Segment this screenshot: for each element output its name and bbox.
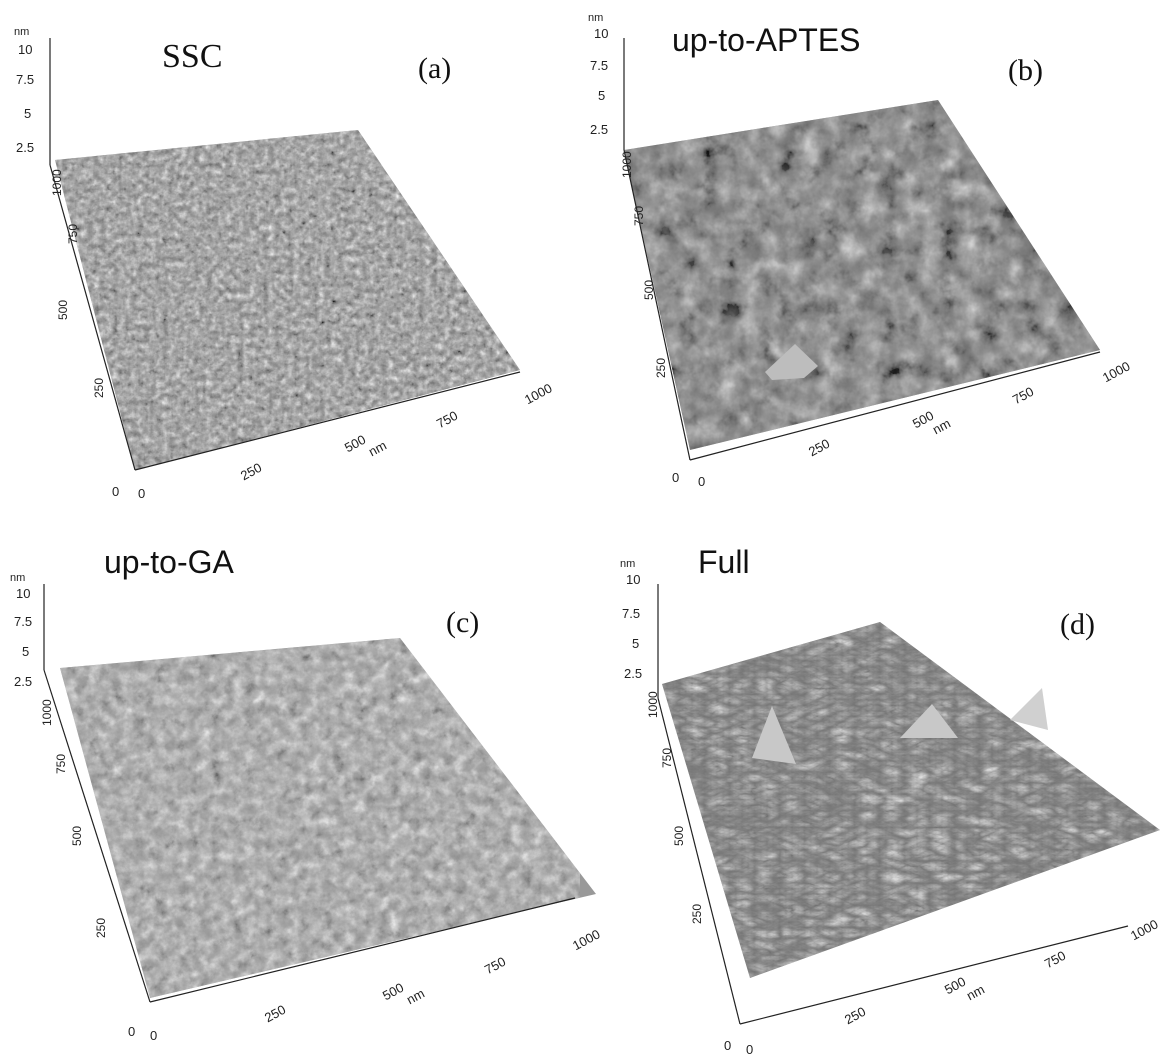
y-tick: 0: [128, 1024, 136, 1039]
panel-letter: (d): [1060, 608, 1095, 641]
y-tick: 0: [112, 484, 120, 499]
z-unit: nm: [10, 572, 26, 584]
afm-panel-a: nm 10 7.5 5 2.5 1000 750 500 250 0 0 250…: [0, 0, 580, 528]
z-tick: 7.5: [16, 72, 35, 87]
z-tick: 7.5: [590, 58, 609, 73]
z-tick: 10: [594, 26, 609, 41]
y-tick: 750: [632, 205, 646, 226]
y-tick: 250: [690, 903, 704, 924]
z-tick: 5: [632, 636, 640, 651]
z-tick: 10: [16, 586, 31, 601]
z-tick: 2.5: [590, 122, 609, 137]
y-tick: 1000: [40, 699, 54, 726]
x-tick: 0: [698, 474, 706, 489]
afm-surface-d: [657, 584, 1160, 1025]
panel-letter: (a): [418, 52, 452, 85]
z-unit: nm: [14, 26, 30, 38]
afm-panel-b: nm 10 7.5 5 2.5 1000 750 500 250 0 0 250…: [580, 0, 1160, 528]
y-tick: 500: [672, 825, 686, 846]
y-tick: 1000: [646, 691, 660, 718]
z-tick: 10: [626, 572, 641, 587]
y-tick: 250: [654, 357, 668, 378]
z-tick: 2.5: [624, 666, 643, 681]
y-tick: 500: [70, 825, 84, 846]
y-tick: 0: [672, 470, 680, 485]
x-tick: 0: [138, 486, 146, 501]
afm-panel-c: nm 10 7.5 5 2.5 1000 750 500 250 0 0 250…: [0, 528, 603, 1056]
panel-letter: (b): [1008, 54, 1043, 87]
z-tick: 5: [22, 644, 30, 659]
panel-title: SSC: [162, 38, 223, 75]
x-tick: 0: [746, 1042, 754, 1057]
y-tick: 750: [54, 753, 68, 774]
z-tick: 10: [18, 42, 33, 57]
y-tick: 500: [56, 299, 70, 320]
z-tick: 7.5: [622, 606, 641, 621]
y-tick: 0: [724, 1038, 732, 1053]
panel-title: up-to-APTES: [672, 22, 861, 58]
afm-surface-c: [43, 584, 596, 1003]
y-tick: 750: [660, 747, 674, 768]
y-tick: 250: [92, 377, 106, 398]
z-unit: nm: [620, 558, 636, 570]
panel-letter: (c): [446, 606, 480, 639]
afm-surface-a: [49, 38, 521, 471]
panel-title: up-to-GA: [104, 544, 234, 580]
y-tick: 1000: [50, 169, 64, 196]
x-tick: 0: [150, 1028, 158, 1043]
y-tick: 500: [642, 279, 656, 300]
z-tick: 2.5: [14, 674, 33, 689]
y-tick: 250: [94, 917, 108, 938]
z-tick: 5: [24, 106, 32, 121]
afm-panel-d: nm 10 7.5 5 2.5 1000 750 500 250 0 0 250…: [580, 528, 1161, 1057]
z-unit: nm: [588, 12, 604, 24]
z-tick: 2.5: [16, 140, 35, 155]
y-tick: 750: [66, 223, 80, 244]
panel-title: Full: [698, 544, 750, 580]
z-tick: 5: [598, 88, 606, 103]
z-tick: 7.5: [14, 614, 33, 629]
afm-surface-b: [623, 38, 1101, 461]
y-tick: 1000: [620, 151, 634, 178]
